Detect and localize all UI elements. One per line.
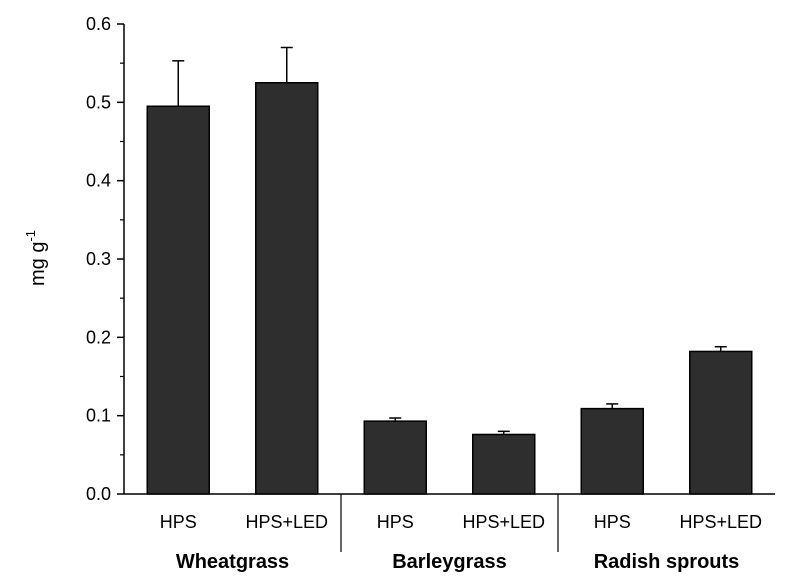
x-category-label: HPS [594,512,631,532]
y-axis: 0.0 0.1 0.2 0.3 0.4 0.5 0.6 [86,14,125,504]
y-tick-label: 0.3 [86,249,111,269]
x-group-label: Radish sprouts [594,551,740,573]
bar [689,350,753,495]
bars [146,82,753,495]
error-bars [172,46,727,435]
bar [255,82,319,495]
bar [580,407,644,495]
x-group-label: Barleygrass [392,551,507,573]
y-tick-label: 0.1 [86,406,111,426]
x-category-label: HPS+LED [462,512,545,532]
x-category-label: HPS [160,512,197,532]
bar [146,105,210,495]
y-tick-label: 0.5 [86,92,111,112]
y-tick-label: 0.4 [86,171,111,191]
y-tick-label: 0.0 [86,484,111,504]
group-labels: Wheatgrass Barleygrass Radish sprouts [176,494,739,573]
x-category-label: HPS+LED [679,512,762,532]
y-axis-title: mg g-1 [23,230,49,286]
y-tick-label: 0.2 [86,327,111,347]
y-axis-title-text: mg g [27,242,49,286]
x-category-label: HPS [377,512,414,532]
x-group-label: Wheatgrass [176,551,289,573]
x-category-label: HPS+LED [245,512,328,532]
category-labels: HPS HPS+LED HPS HPS+LED HPS HPS+LED [160,512,762,532]
bar [363,420,427,495]
y-axis-title-superscript: -1 [23,230,38,242]
bar [472,433,536,495]
y-tick-label: 0.6 [86,14,111,34]
